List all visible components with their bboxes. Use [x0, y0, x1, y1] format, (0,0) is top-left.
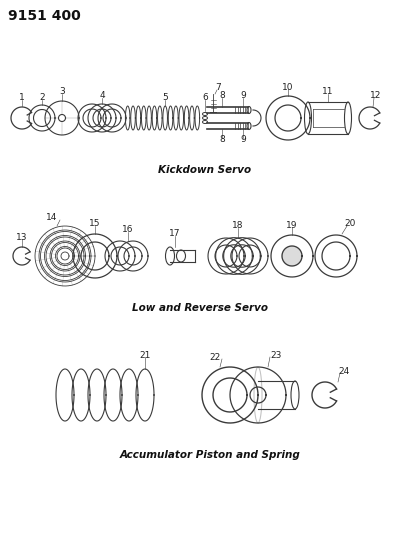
Text: Kickdown Servo: Kickdown Servo [158, 165, 252, 175]
Text: 23: 23 [270, 351, 282, 359]
Text: 16: 16 [122, 225, 134, 235]
Text: 3: 3 [59, 87, 65, 96]
Text: 24: 24 [338, 367, 350, 376]
Text: 12: 12 [370, 92, 382, 101]
Text: 18: 18 [232, 222, 244, 230]
Text: 17: 17 [169, 230, 181, 238]
Text: 8: 8 [219, 92, 225, 101]
Text: Accumulator Piston and Spring: Accumulator Piston and Spring [120, 450, 300, 460]
Text: 7: 7 [215, 84, 221, 93]
Text: 9: 9 [240, 135, 246, 144]
Text: 20: 20 [344, 219, 356, 228]
Text: Low and Reverse Servo: Low and Reverse Servo [132, 303, 268, 313]
Text: 9: 9 [240, 92, 246, 101]
Text: 14: 14 [46, 214, 58, 222]
Text: 13: 13 [16, 232, 28, 241]
Text: 15: 15 [89, 220, 101, 229]
Text: 5: 5 [162, 93, 168, 102]
Text: 10: 10 [282, 83, 294, 92]
Text: 8: 8 [219, 135, 225, 144]
Text: 21: 21 [139, 351, 151, 359]
Text: 1: 1 [19, 93, 25, 102]
Text: 4: 4 [99, 92, 105, 101]
Text: 22: 22 [209, 352, 221, 361]
Text: 2: 2 [39, 93, 45, 102]
Polygon shape [282, 246, 302, 266]
Text: 19: 19 [286, 221, 298, 230]
Text: 9151 400: 9151 400 [8, 9, 81, 23]
Text: 6: 6 [202, 93, 208, 102]
Text: 11: 11 [322, 87, 334, 96]
